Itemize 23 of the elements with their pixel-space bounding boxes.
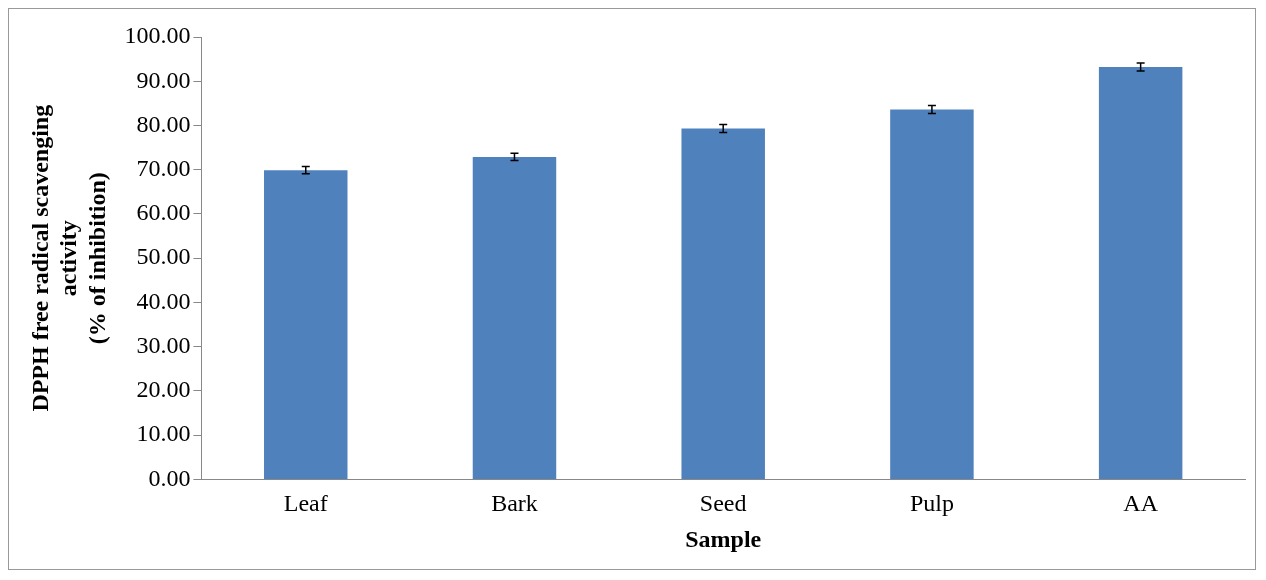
y-tick-label: 100.00 bbox=[124, 22, 191, 49]
bar bbox=[890, 109, 974, 479]
y-tick-label: 70.00 bbox=[136, 155, 191, 182]
y-tick-label: 20.00 bbox=[136, 376, 191, 403]
y-tick-label: 90.00 bbox=[136, 66, 191, 93]
bar bbox=[264, 170, 348, 479]
bar bbox=[472, 156, 557, 479]
y-tick-label: 0.00 bbox=[148, 464, 191, 491]
x-tick-label: Seed bbox=[699, 490, 747, 517]
y-tick-label: 80.00 bbox=[136, 110, 191, 137]
bar bbox=[1098, 67, 1183, 479]
y-tick-label: 30.00 bbox=[136, 331, 191, 358]
y-axis-title: DPPH free radical scavenging activity (% of inhibition) bbox=[26, 104, 111, 412]
x-tick-label: Pulp bbox=[909, 490, 954, 517]
x-tick-label: AA bbox=[1123, 490, 1159, 517]
x-axis-title: Sample bbox=[685, 525, 762, 552]
y-tick-label: 10.00 bbox=[136, 420, 191, 447]
x-tick-label: Leaf bbox=[283, 490, 328, 517]
bar bbox=[681, 128, 765, 479]
y-tick-label: 40.00 bbox=[136, 287, 191, 314]
y-tick-label: 50.00 bbox=[136, 243, 191, 270]
x-tick-label: Bark bbox=[491, 490, 538, 517]
y-tick-label: 60.00 bbox=[136, 199, 191, 226]
